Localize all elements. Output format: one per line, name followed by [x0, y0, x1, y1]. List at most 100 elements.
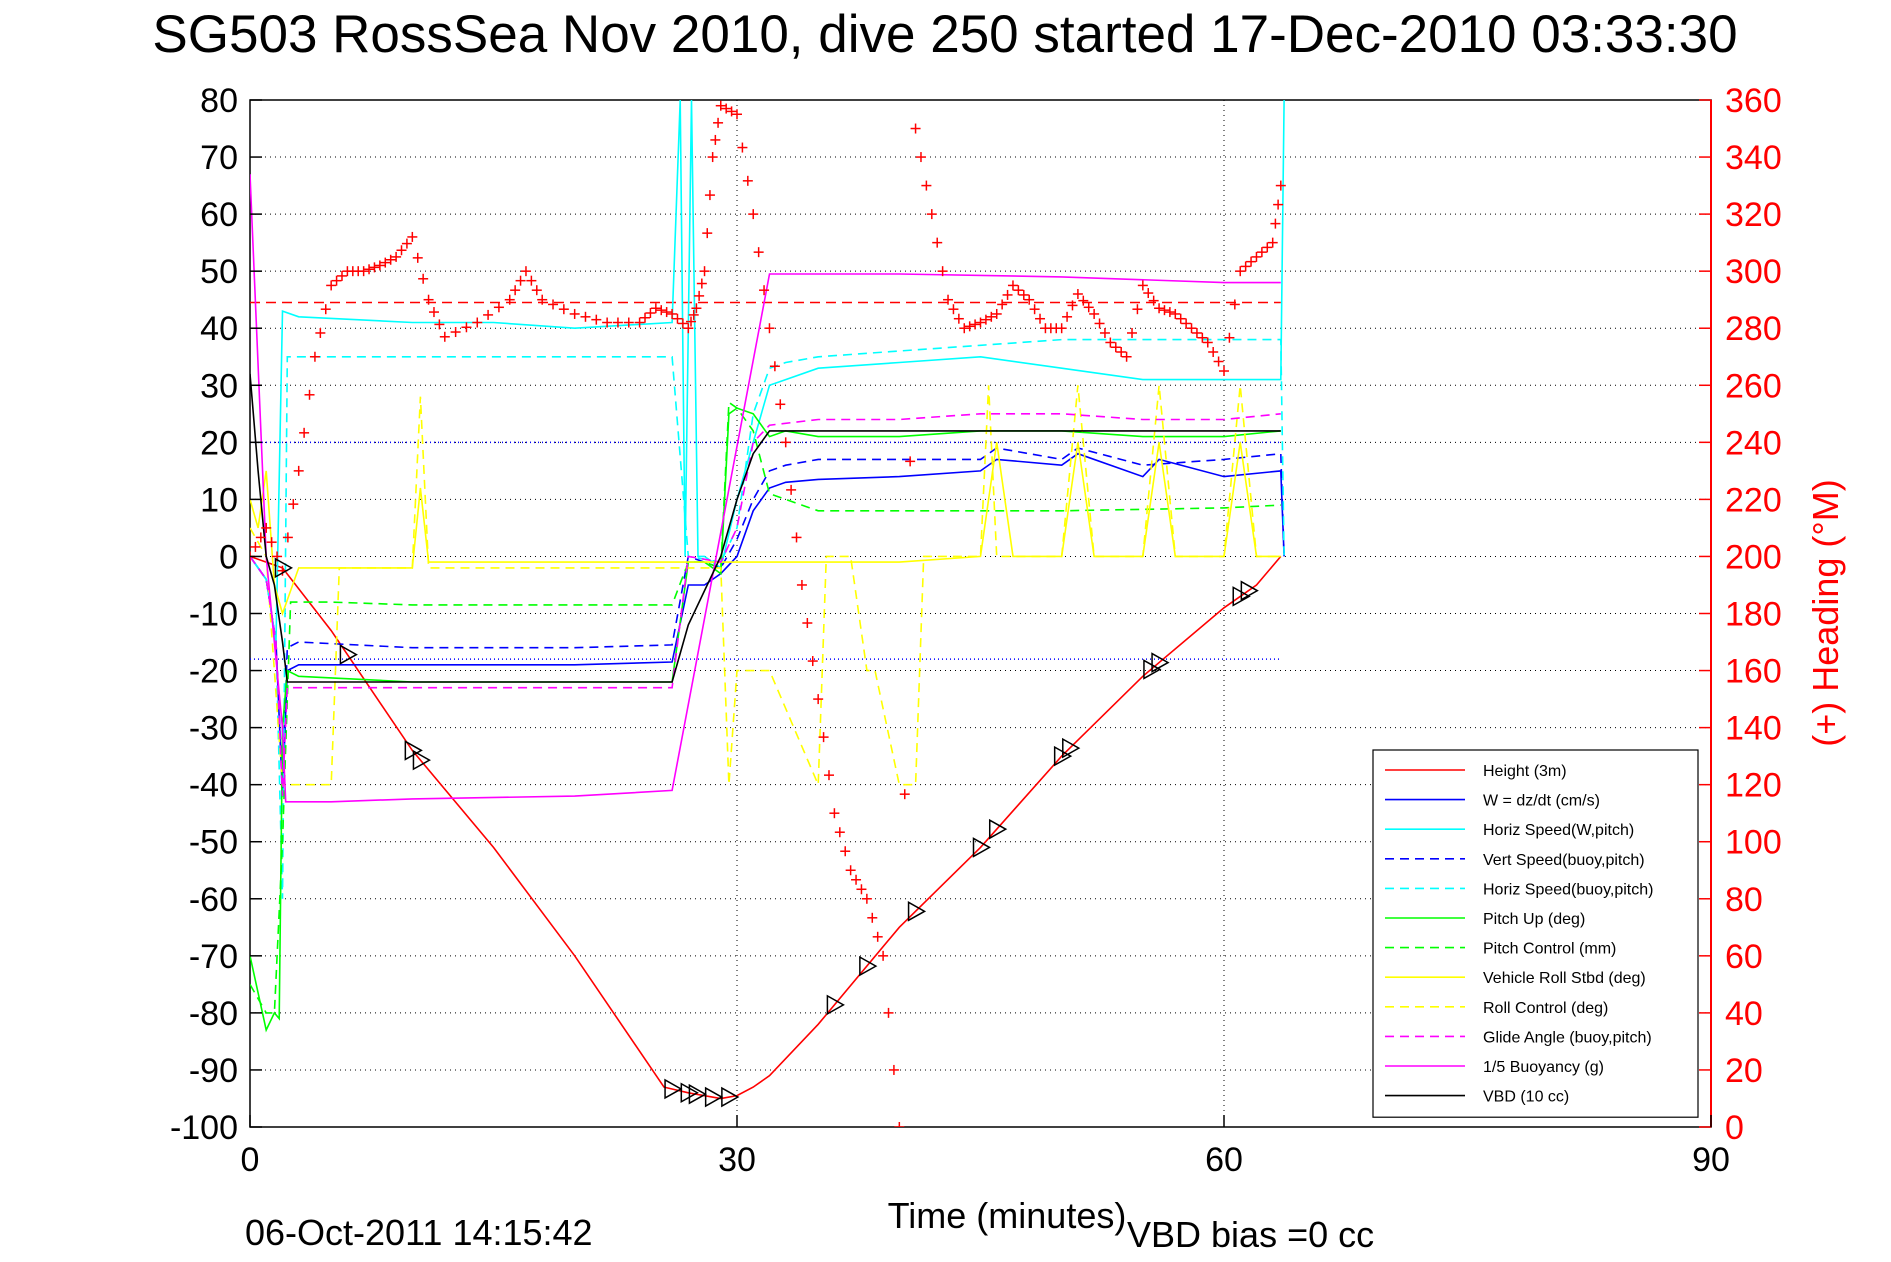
heading-marker: [780, 437, 791, 448]
legend-entry: W = dz/dt (cm/s): [1483, 793, 1600, 810]
heading-marker: [1094, 318, 1105, 329]
heading-marker: [753, 247, 764, 258]
heading-marker: [1235, 266, 1246, 277]
heading-marker: [769, 361, 780, 372]
heading-marker: [721, 103, 732, 114]
heading-marker: [1099, 327, 1110, 338]
legend-entry: Pitch Up (deg): [1483, 911, 1585, 928]
heading-marker: [1208, 346, 1219, 357]
triangle-marker: [664, 1078, 683, 1100]
heading-marker: [888, 1064, 899, 1075]
heading-marker: [715, 100, 726, 111]
heading-marker: [742, 175, 753, 186]
legend-entry: Height (3m): [1483, 763, 1567, 780]
heading-marker: [396, 245, 407, 256]
heading-marker: [1262, 242, 1273, 253]
heading-marker: [1148, 295, 1159, 306]
legend-entry: Glide Angle (buoy,pitch): [1483, 1029, 1652, 1046]
heading-marker: [856, 884, 867, 895]
heading-marker: [1213, 356, 1224, 367]
footer-timestamp: 06-Oct-2011 14:15:42: [245, 1212, 593, 1253]
heading-marker: [737, 142, 748, 153]
heading-marker: [250, 541, 261, 552]
triangle-marker: [859, 955, 878, 977]
heading-marker: [623, 317, 634, 328]
heading-marker: [661, 307, 672, 318]
heading-marker: [1186, 323, 1197, 334]
series-roll-control-deg: [250, 385, 1281, 786]
series-1-5-buoyancy-g: [250, 174, 1281, 803]
heading-marker: [1224, 332, 1235, 343]
heading-marker: [683, 323, 694, 334]
heading-marker: [1018, 289, 1029, 300]
heading-marker: [374, 260, 385, 271]
y-tick-label: -40: [189, 767, 238, 805]
heading-marker: [304, 389, 315, 400]
heading-marker: [650, 303, 661, 314]
heading-marker: [867, 912, 878, 923]
triangle-marker: [704, 1086, 724, 1108]
heading-marker: [1170, 308, 1181, 319]
y-right-tick-label: 360: [1725, 82, 1782, 120]
y-tick-label: -70: [189, 938, 238, 976]
triangle-marker: [721, 1086, 740, 1108]
heading-marker: [1002, 289, 1013, 300]
heading-marker: [872, 931, 883, 942]
triangle-marker: [688, 1083, 707, 1105]
heading-marker: [364, 264, 375, 275]
grid-lines: [250, 100, 1711, 1127]
heading-marker: [1251, 251, 1262, 262]
heading-marker: [861, 893, 872, 904]
series-glide-angle-buoy-pitch: [250, 412, 1281, 797]
legend-entry: Vert Speed(buoy,pitch): [1483, 852, 1645, 869]
triangle-marker: [339, 644, 358, 665]
y-tick-label: 60: [200, 196, 238, 234]
heading-marker: [336, 270, 347, 281]
series-height-3m: [250, 555, 1282, 1100]
y-tick-label: -100: [170, 1109, 238, 1147]
y-right-tick-label: 180: [1725, 596, 1782, 634]
y-tick-label: -10: [189, 596, 238, 634]
y-right-tick-label: 280: [1725, 310, 1782, 348]
heading-marker: [428, 307, 439, 318]
y-tick-label: 30: [200, 367, 238, 405]
heading-marker: [1035, 313, 1046, 324]
heading-marker: [823, 770, 834, 781]
legend-entry: VBD (10 cc): [1483, 1089, 1569, 1106]
heading-marker: [1175, 313, 1186, 324]
heading-marker: [1154, 303, 1165, 314]
reference-lines: [250, 301, 1281, 660]
legend-entry: Roll Control (deg): [1483, 1000, 1608, 1017]
y-tick-label: -20: [189, 653, 238, 691]
heading-marker: [894, 1122, 905, 1127]
heading-marker: [369, 262, 380, 273]
y-right-tick-label: 260: [1725, 367, 1782, 405]
heading-marker: [834, 827, 845, 838]
heading-marker: [401, 238, 412, 249]
heading-marker: [1197, 332, 1208, 343]
y-right-tick-label: 340: [1725, 139, 1782, 177]
heading-marker: [964, 321, 975, 332]
heading-marker: [656, 305, 667, 316]
heading-marker: [1256, 247, 1267, 258]
series-vehicle-roll-stbd-deg: [250, 442, 1281, 617]
y-tick-label: 40: [200, 310, 238, 348]
heading-marker: [1116, 346, 1127, 357]
triangle-marker: [826, 994, 845, 1016]
y-tick-label: 10: [200, 481, 238, 519]
y-right-tick-label: 140: [1725, 710, 1782, 748]
heading-marker: [986, 311, 997, 322]
heading-marker: [1078, 295, 1089, 306]
heading-marker: [472, 317, 483, 328]
series-pitch-control-mm: [250, 400, 1281, 1014]
heading-marker: [921, 180, 932, 191]
heading-marker: [1240, 261, 1251, 272]
heading-marker: [878, 950, 889, 961]
heading-marker: [704, 190, 715, 201]
heading-marker: [423, 294, 434, 305]
heading-marker: [612, 317, 623, 328]
series-layer: [250, 100, 1285, 1100]
heading-marker: [807, 656, 818, 667]
x-tick-label: 90: [1692, 1141, 1730, 1179]
y-right-tick-label: 240: [1725, 424, 1782, 462]
